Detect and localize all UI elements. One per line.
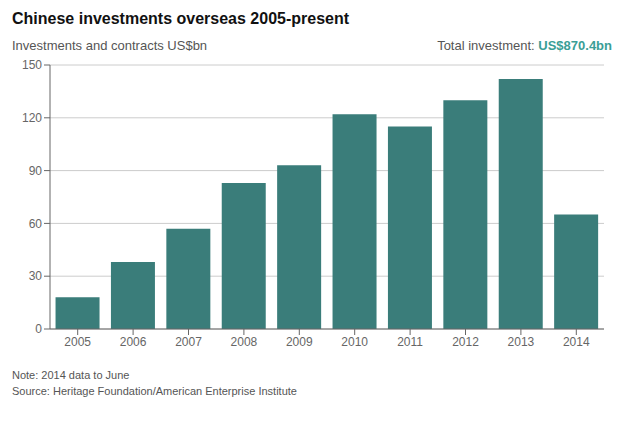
svg-text:2014: 2014 bbox=[563, 335, 590, 349]
svg-text:2011: 2011 bbox=[397, 335, 423, 349]
svg-text:90: 90 bbox=[29, 164, 43, 178]
html-text:Note: 2014 data to June: Note: 2014 data to June bbox=[12, 369, 130, 381]
svg-text:2005: 2005 bbox=[64, 335, 91, 349]
svg-text:30: 30 bbox=[29, 269, 43, 283]
html-text:Total investment: US$870.4bn: Total investment: US$870.4bn bbox=[437, 38, 612, 53]
svg-text:2010: 2010 bbox=[341, 335, 368, 349]
html-text:Investments and contracts US$b: Investments and contracts US$bn bbox=[12, 38, 208, 53]
svg-text:60: 60 bbox=[29, 217, 43, 231]
svg-text:2009: 2009 bbox=[286, 335, 313, 349]
svg-text:2008: 2008 bbox=[231, 335, 258, 349]
svg-text:150: 150 bbox=[22, 58, 42, 72]
html-text:Chinese investments overseas 2: Chinese investments overseas 2005-presen… bbox=[12, 10, 350, 27]
svg-text:2006: 2006 bbox=[120, 335, 147, 349]
svg-text:2013: 2013 bbox=[508, 335, 535, 349]
svg-text:2007: 2007 bbox=[175, 335, 202, 349]
svg-text:0: 0 bbox=[35, 322, 42, 336]
svg-text:2012: 2012 bbox=[452, 335, 479, 349]
svg-text:120: 120 bbox=[22, 111, 42, 125]
html-text:Source: Heritage Foundation/Am: Source: Heritage Foundation/American Ent… bbox=[12, 385, 297, 397]
